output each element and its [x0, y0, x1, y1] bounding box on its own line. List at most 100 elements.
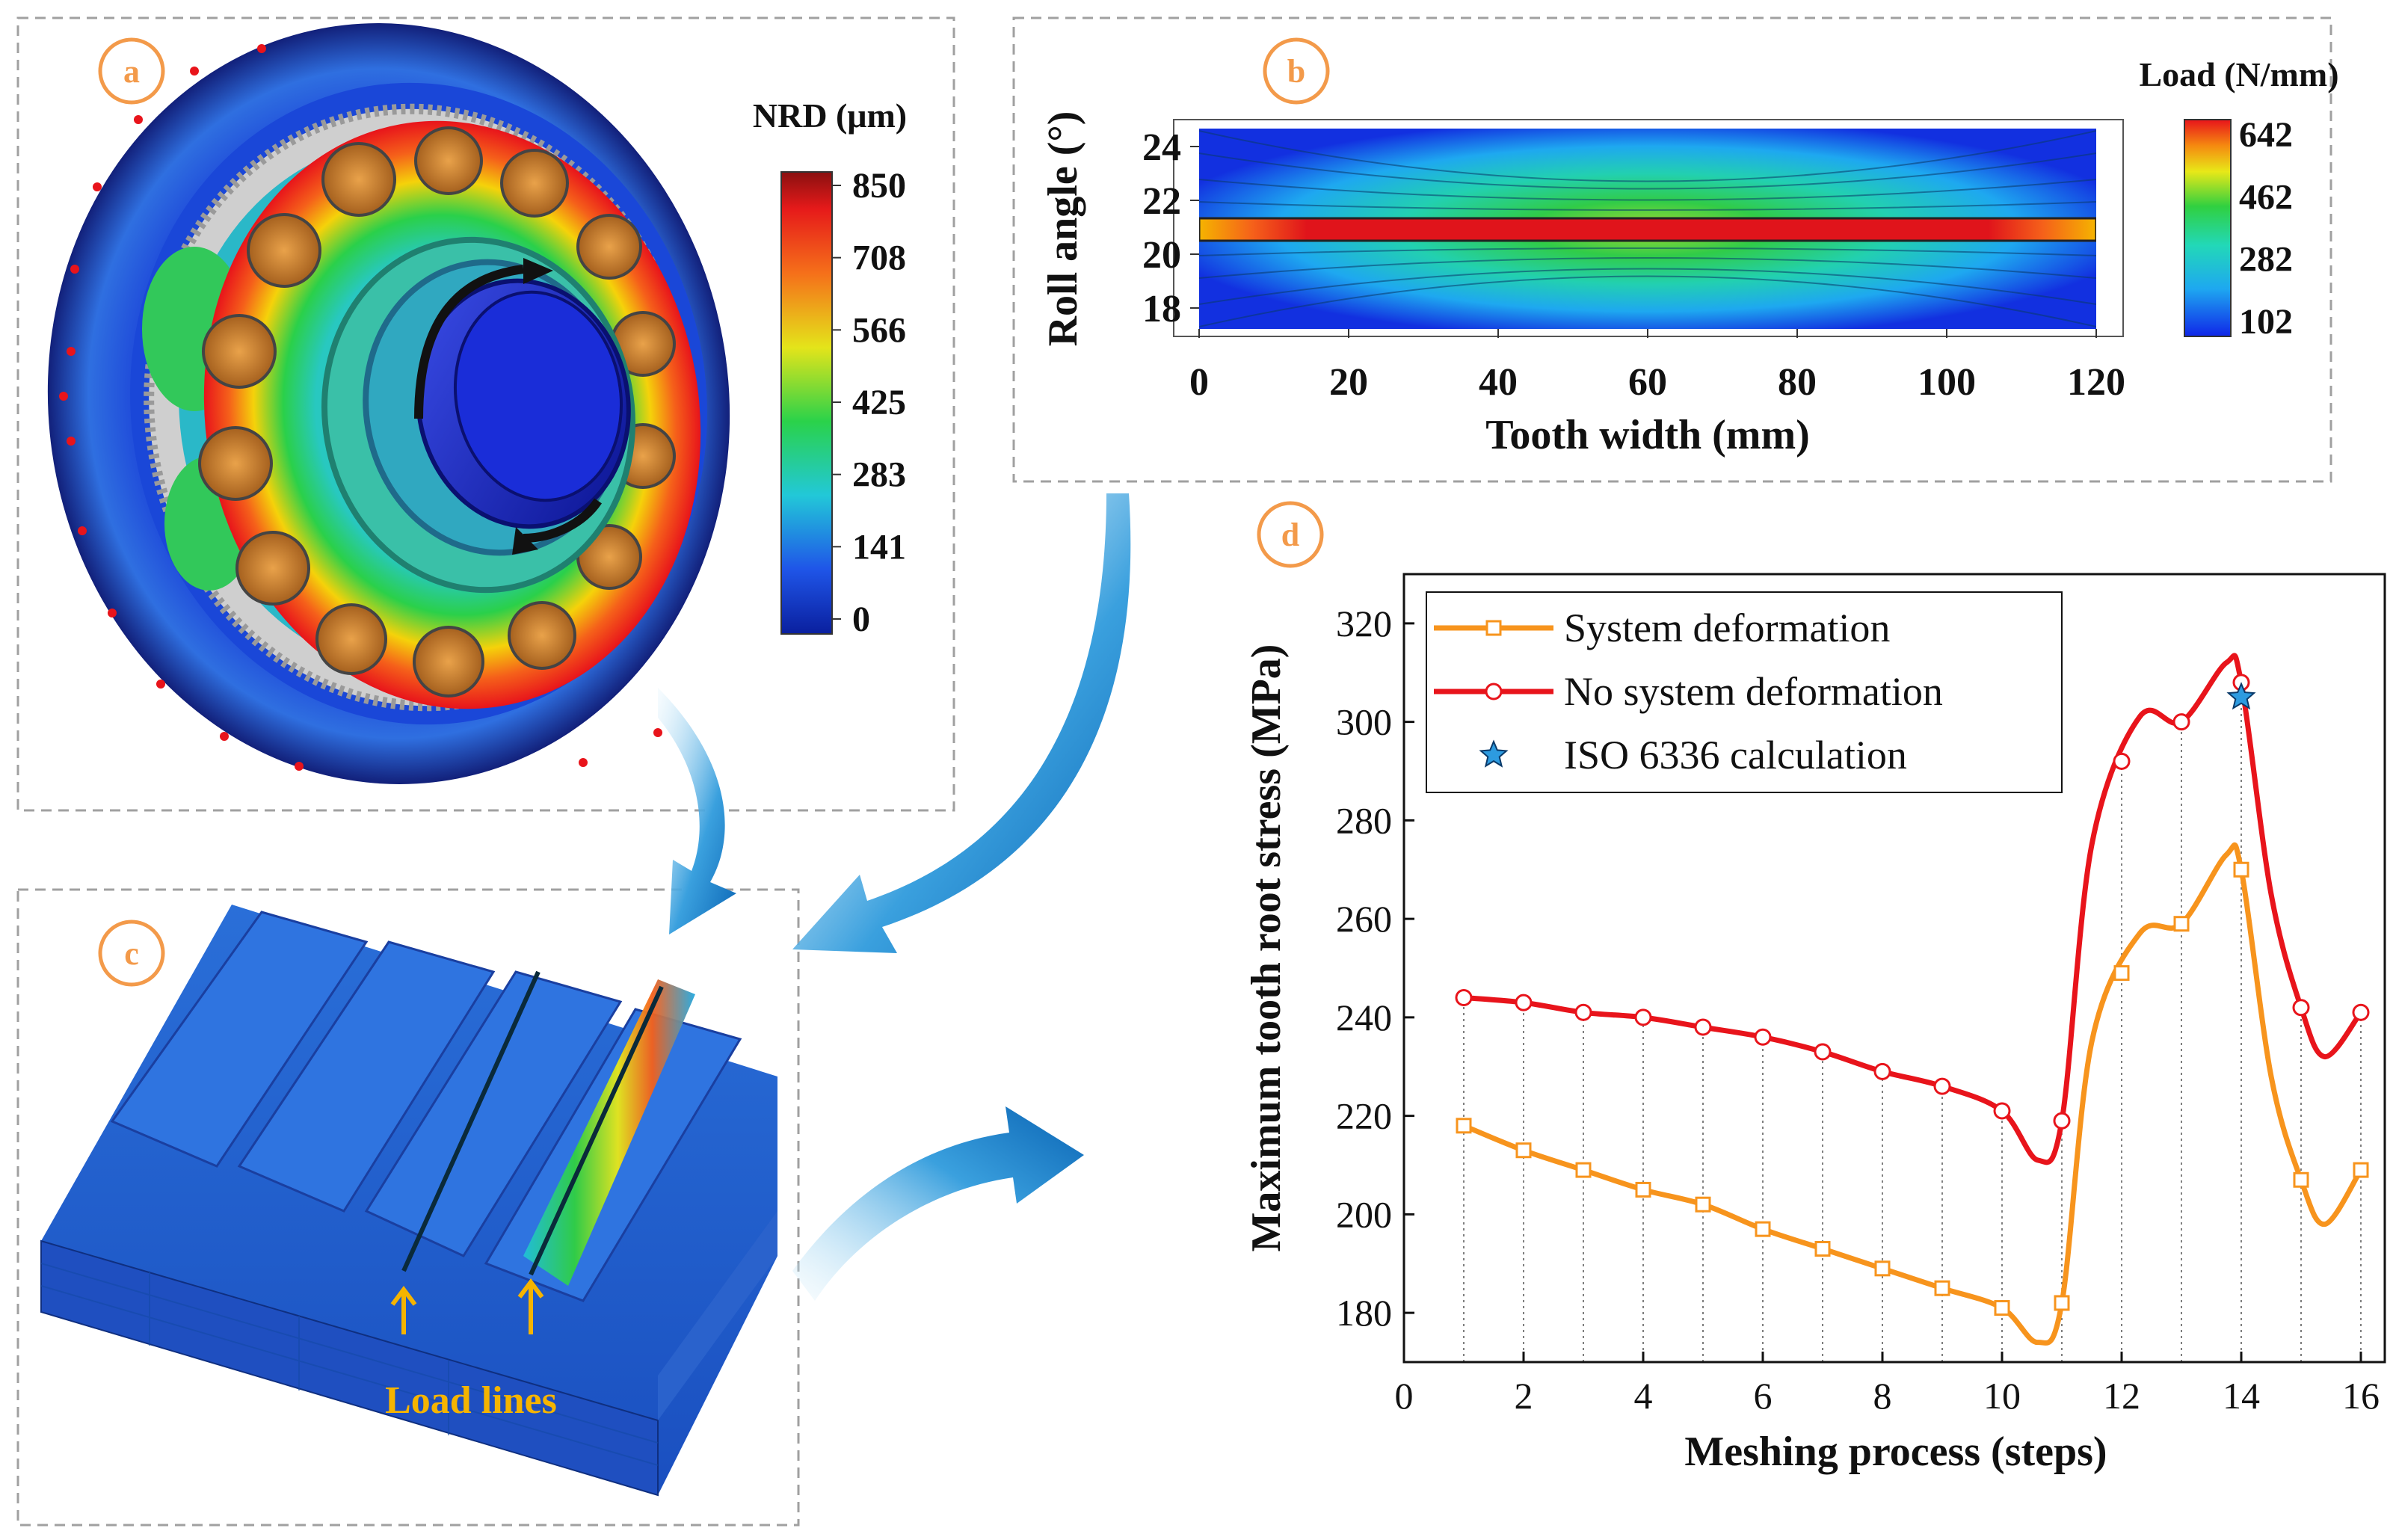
- contour-xtick-label: 60: [1628, 361, 1667, 404]
- load-line-1: [401, 970, 541, 1272]
- chart-xtick-label: 16: [2342, 1375, 2380, 1417]
- load-colorbar: [2184, 119, 2232, 337]
- panel-c-frame: [16, 888, 800, 1527]
- system-deformation-point: [1635, 1181, 1651, 1198]
- no-system-deformation-point: [2292, 999, 2310, 1017]
- series-line-0: [1462, 842, 2363, 1346]
- chart-ytick-label: 280: [1336, 799, 1392, 841]
- nrd-colorbar: [780, 171, 833, 635]
- load-colorbar-ticks: 642 462 282 102: [2239, 115, 2293, 342]
- chart-xtick-label: 4: [1634, 1375, 1653, 1417]
- nrd-tick-label: 141: [852, 527, 906, 567]
- load-line-2: [529, 985, 664, 1276]
- contour-xtick-label: 20: [1329, 361, 1368, 404]
- nrd-tick-label: 708: [852, 238, 906, 278]
- contour-ytick-label: 18: [1142, 288, 1181, 330]
- system-deformation-point: [2353, 1162, 2369, 1178]
- panel-a-label: a: [123, 53, 140, 90]
- system-deformation-point: [1695, 1196, 1711, 1213]
- legend-label: System deformation: [1564, 606, 1890, 650]
- nrd-tick-label: 425: [852, 383, 906, 422]
- nrd-colorbar-title: NRD (μm): [753, 96, 907, 135]
- system-deformation-point: [1575, 1162, 1592, 1178]
- system-deformation-point: [1755, 1221, 1771, 1237]
- no-system-deformation-point: [1873, 1062, 1891, 1080]
- no-system-deformation-point: [1515, 994, 1533, 1011]
- panel-b-badge: [1263, 37, 1330, 105]
- chart-xtick-label: 2: [1515, 1375, 1533, 1417]
- no-system-deformation-point: [1814, 1043, 1832, 1061]
- chart-xtick-label: 6: [1754, 1375, 1773, 1417]
- chart-plot-area: [1402, 573, 2386, 1364]
- no-system-deformation-point: [1754, 1028, 1772, 1046]
- system-deformation-point: [1814, 1240, 1831, 1257]
- contour-xtick-label: 80: [1778, 361, 1817, 404]
- chart-ytick-label: 200: [1336, 1193, 1392, 1235]
- contour-ylabel: Roll angle (°): [1040, 111, 1086, 347]
- nrd-tick-label: 566: [852, 310, 906, 350]
- nrd-tick-label: 0: [852, 600, 870, 639]
- panel-c-label: c: [124, 935, 139, 972]
- chart-ylabel: Maximum tooth root stress (MPa): [1243, 644, 1290, 1252]
- chart-ytick-label: 180: [1336, 1292, 1392, 1334]
- stress-chart: 0 2 4 6 8 10 12 14 16 180 200 220 240 260 280 300 320 Sys…: [1336, 573, 2386, 1417]
- system-deformation-point: [2113, 965, 2130, 982]
- panel-b-frame: [1012, 16, 2332, 483]
- chart-xtick-label: 8: [1873, 1375, 1892, 1417]
- chart-xlabel: Meshing process (steps): [1684, 1429, 2107, 1475]
- nrd-tick-label: 850: [852, 166, 906, 206]
- panel-c-badge: [98, 920, 165, 987]
- chart-ytick-label: 320: [1336, 603, 1392, 644]
- chart-xtick-label: 10: [1983, 1375, 2021, 1417]
- contour-xtick-label: 120: [2067, 361, 2125, 404]
- hot-tooth-flank: [523, 979, 695, 1286]
- load-lines-annotation: Load lines: [385, 1379, 557, 1422]
- system-deformation-point: [1515, 1142, 1532, 1159]
- contour-xtick-label: 100: [1918, 361, 1976, 404]
- chart-xtick-label: 14: [2223, 1375, 2260, 1417]
- system-deformation-point: [2293, 1171, 2309, 1188]
- load-tick-label: 102: [2239, 302, 2293, 342]
- no-system-deformation-point: [1993, 1102, 2011, 1120]
- nrd-tick-label: 283: [852, 455, 906, 495]
- load-tick-label: 642: [2239, 115, 2293, 155]
- load-line-arrows: [390, 1278, 544, 1334]
- system-deformation-point: [2054, 1295, 2070, 1311]
- chart-xtick-label: 0: [1395, 1375, 1414, 1417]
- no-system-deformation-point: [1455, 989, 1473, 1007]
- contact-band: [1199, 217, 2096, 242]
- chart-ytick-label: 300: [1336, 701, 1392, 743]
- flow-arrow-a-to-c: [658, 688, 736, 934]
- legend-marker: [1479, 739, 1509, 768]
- gear-rack-model: [40, 905, 777, 1497]
- load-tick-label: 462: [2239, 177, 2293, 217]
- contour-ytick-label: 22: [1142, 180, 1181, 223]
- system-deformation-point: [1874, 1260, 1891, 1277]
- contour-axes: 0 20 40 60 80 100 120 24 22 20 18: [1142, 126, 2125, 404]
- panel-a-badge: [98, 37, 165, 105]
- contour-xtick-label: 40: [1479, 361, 1518, 404]
- no-system-deformation-point: [1694, 1018, 1712, 1036]
- chart-xtick-label: 12: [2103, 1375, 2140, 1417]
- panel-a-frame: [16, 16, 955, 812]
- chart-ytick-label: 240: [1336, 997, 1392, 1038]
- legend-label: ISO 6336 calculation: [1564, 733, 1907, 777]
- no-system-deformation-point: [1933, 1077, 1951, 1095]
- system-deformation-point: [1934, 1280, 1950, 1296]
- panel-d-badge: [1257, 501, 1324, 568]
- no-system-deformation-point: [2053, 1112, 2071, 1130]
- system-deformation-point: [2173, 916, 2190, 932]
- contour-ytick-label: 20: [1142, 234, 1181, 277]
- no-system-deformation-point: [1634, 1008, 1652, 1026]
- chart-ytick-label: 220: [1336, 1095, 1392, 1137]
- contour-ytick-label: 24: [1142, 126, 1181, 169]
- legend-marker: [1485, 683, 1503, 700]
- load-colorbar-title: Load (N/mm): [2139, 55, 2338, 93]
- contour-xtick-label: 0: [1189, 361, 1209, 404]
- flow-arrow-b-to-c: [792, 493, 1131, 953]
- legend-label: No system deformation: [1564, 669, 1943, 714]
- no-system-deformation-point: [2352, 1003, 2370, 1021]
- iso-6336-point: [2226, 682, 2256, 710]
- system-deformation-point: [2233, 861, 2249, 878]
